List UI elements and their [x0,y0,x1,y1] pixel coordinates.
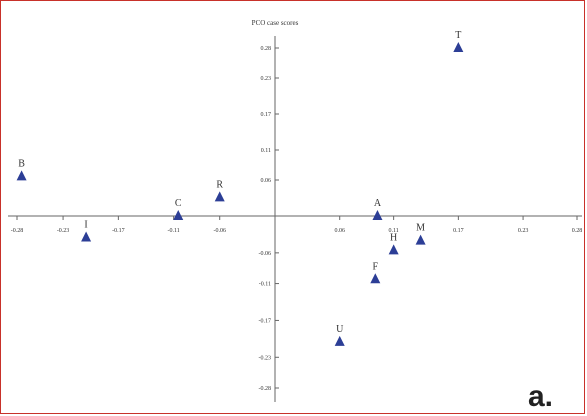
data-point-A: A [372,198,383,220]
data-point-F: F [370,261,381,284]
y-tick-label: 0.06 [261,178,272,184]
x-tick-label: 0.06 [334,228,345,234]
triangle-marker [415,234,426,245]
x-tick-label: 0.28 [572,228,583,234]
point-label: R [216,179,223,190]
axes: -0.28 -0.23 -0.17 -0.11 -0.06 0.06 0.11 0.17 0.2… [8,36,582,402]
data-point-U: U [334,324,345,346]
point-label: H [390,232,397,243]
point-label: F [373,261,379,272]
data-point-T: T [453,30,464,52]
x-tick-label: 0.17 [453,228,464,234]
data-point-R: R [214,179,225,202]
data-point-M: M [415,223,426,245]
y-tick-label: -0.06 [259,251,272,257]
x-tick-label: -0.17 [112,228,125,234]
point-label: A [374,198,382,209]
point-label: B [18,158,25,169]
y-tick-label: 0.28 [261,46,272,52]
triangle-marker [372,210,383,220]
x-tick-label: -0.28 [11,228,24,234]
point-label: M [416,223,425,234]
x-tick-label: 0.23 [518,228,529,234]
triangle-marker [81,231,92,242]
triangle-marker [388,244,399,255]
point-label: U [336,324,344,335]
data-point-H: H [388,232,399,255]
point-label: C [175,198,182,209]
y-tick-label: -0.17 [259,318,272,324]
y-tick-label: -0.11 [259,282,271,288]
y-tick-label: -0.23 [259,355,272,361]
triangle-marker [453,42,464,52]
triangle-marker [370,273,381,284]
triangle-marker [16,170,27,181]
x-tick-label: 0.11 [389,228,399,234]
x-tick-label: -0.06 [213,228,226,234]
x-tick-label: -0.11 [168,228,180,234]
triangle-marker [334,335,345,346]
y-tick-label: 0.23 [261,76,272,82]
chart-title: PCO case scores [252,19,299,27]
y-tick-label: 0.17 [261,112,272,118]
y-tick-label: 0.11 [261,148,271,154]
data-point-B: B [16,158,27,181]
data-point-I: I [81,220,92,242]
point-label: T [455,30,461,41]
data-point-C: C [173,198,184,220]
point-label: I [84,220,87,231]
triangle-marker [214,191,225,202]
x-tick-label: -0.23 [57,228,70,234]
triangle-marker [173,210,184,220]
y-tick-label: -0.28 [259,386,272,392]
data-points: T B R C I A M H F U [16,30,464,346]
panel-label: a. [527,380,553,413]
